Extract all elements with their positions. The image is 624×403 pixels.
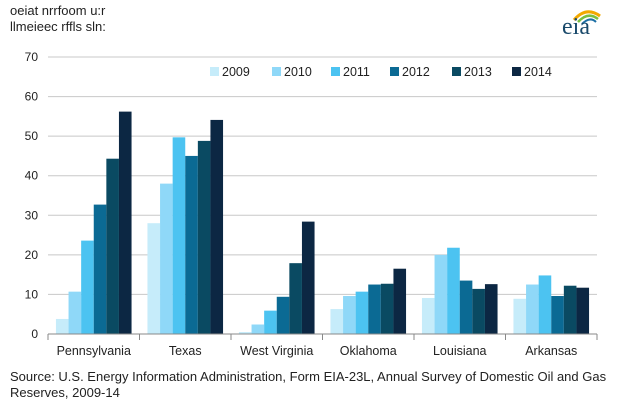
bar	[576, 287, 590, 334]
bar	[447, 247, 460, 334]
bar	[251, 324, 265, 334]
y-tick-label: 0	[31, 327, 38, 341]
legend-swatch	[210, 67, 219, 76]
x-tick-label: Louisiana	[433, 344, 487, 358]
bar	[526, 284, 539, 334]
bar	[484, 284, 498, 334]
bar	[538, 275, 552, 334]
bar	[118, 111, 132, 334]
bar	[472, 288, 485, 334]
bar	[289, 263, 302, 334]
bar	[421, 297, 435, 334]
bar	[68, 291, 82, 334]
legend-label: 2014	[524, 65, 552, 79]
legend-swatch	[272, 67, 281, 76]
legend-swatch	[390, 67, 399, 76]
legend-swatch	[512, 67, 521, 76]
bar	[238, 332, 252, 334]
x-tick-label: Pennsylvania	[57, 344, 131, 358]
bar	[343, 296, 356, 334]
bar	[434, 254, 448, 334]
bar	[106, 158, 119, 334]
bar	[160, 183, 173, 334]
y-tick-label: 30	[25, 208, 39, 222]
y-tick-label: 10	[25, 287, 39, 301]
bar	[330, 309, 344, 334]
legend-label: 2010	[284, 65, 312, 79]
legend-label: 2011	[343, 65, 370, 79]
bar	[185, 155, 198, 334]
x-tick-label: West Virginia	[240, 344, 313, 358]
bar	[551, 296, 564, 334]
bar	[264, 310, 277, 334]
chart-title-line-1: oeiat nrrfoom u:r	[10, 3, 106, 18]
bar	[368, 284, 381, 334]
bar	[459, 280, 473, 334]
bar	[197, 140, 211, 334]
bar	[81, 240, 94, 334]
bar	[301, 221, 315, 334]
eia-logo-text: eia	[562, 14, 590, 40]
bar	[147, 223, 161, 334]
y-tick-label: 70	[25, 50, 39, 64]
source-note: Source: U.S. Energy Information Administ…	[10, 369, 607, 400]
y-tick-label: 60	[25, 90, 39, 104]
bar	[380, 283, 394, 334]
bar	[210, 119, 224, 334]
chart-title: oeiat nrrfoom u:r llmeieec rffls sln:	[10, 3, 106, 35]
y-tick-label: 50	[25, 129, 39, 143]
bar	[276, 296, 290, 334]
x-tick-label: Oklahoma	[340, 344, 397, 358]
legend-label: 2009	[222, 65, 250, 79]
bar	[55, 318, 69, 334]
legend-swatch	[452, 67, 461, 76]
legend-swatch	[331, 67, 340, 76]
bar	[355, 291, 369, 334]
eia-logo-icon	[572, 10, 601, 25]
y-tick-label: 40	[25, 169, 39, 183]
bar	[513, 298, 527, 334]
bar	[172, 137, 186, 334]
x-tick-label: Texas	[169, 344, 202, 358]
chart-title-line-2: llmeieec rffls sln:	[10, 19, 106, 34]
bar	[563, 285, 577, 334]
y-tick-label: 20	[25, 248, 39, 262]
bar	[93, 204, 107, 334]
legend-label: 2012	[402, 65, 430, 79]
legend-label: 2013	[464, 65, 492, 79]
x-tick-label: Arkansas	[525, 344, 577, 358]
bar	[393, 268, 407, 334]
